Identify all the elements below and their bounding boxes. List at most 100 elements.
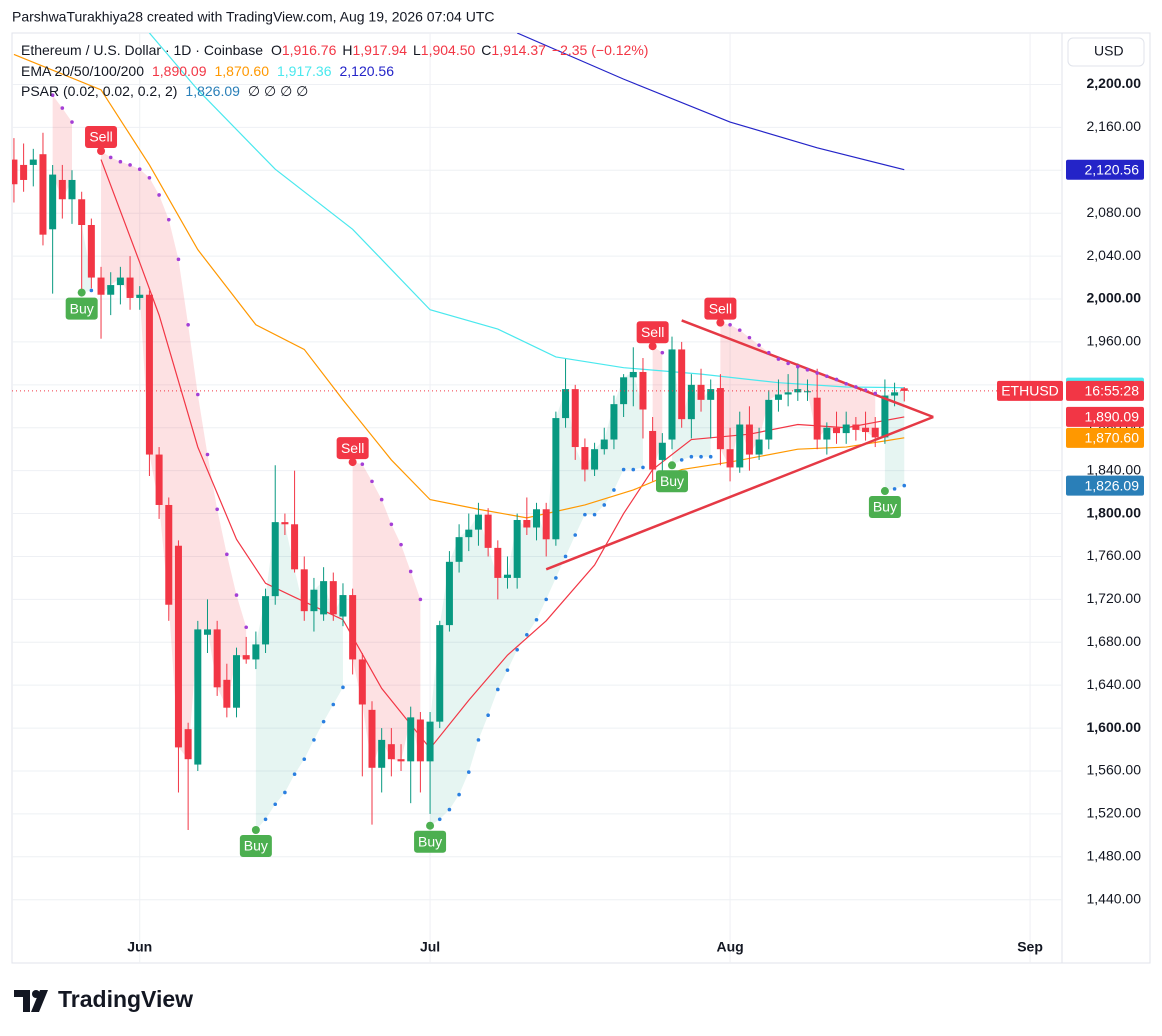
- psar-dot: [796, 364, 800, 369]
- y-tick-label: 1,640.00: [1087, 676, 1142, 692]
- candle-body: [658, 442, 666, 460]
- candle-body: [523, 519, 531, 528]
- candle-body: [436, 625, 444, 722]
- currency-box[interactable]: [1067, 37, 1145, 67]
- signal-badge: [656, 470, 688, 493]
- x-tick-label: Sep: [1017, 939, 1043, 955]
- psar-dot: [766, 350, 771, 355]
- candle-body: [145, 294, 153, 455]
- psar-dot: [128, 163, 132, 167]
- candle-body: [29, 159, 37, 165]
- psar-dot: [273, 802, 278, 807]
- signal-badge: [868, 496, 901, 519]
- psar-dot: [166, 217, 171, 222]
- countdown-badge-bg: [1066, 380, 1144, 401]
- candle-body: [552, 418, 560, 540]
- ema-badge: 1,870.60: [1085, 430, 1140, 446]
- candle-body: [174, 545, 182, 748]
- psar-dot: [486, 713, 490, 718]
- candle-body: [300, 569, 308, 612]
- legend-item: 1,904.50: [421, 42, 476, 58]
- candle-body: [629, 371, 637, 378]
- candle-body: [126, 277, 134, 298]
- ema-badge: 1,890.09: [1085, 409, 1140, 425]
- psar-dot: [341, 685, 345, 690]
- signal-label: Sell: [641, 324, 664, 340]
- y-tick-label: 2,040.00: [1087, 247, 1142, 263]
- psar-fill: [101, 150, 247, 760]
- signal-badge: [65, 297, 98, 320]
- psar-dot: [621, 467, 626, 472]
- psar-dot: [863, 388, 868, 392]
- legend-item: 1,917.94: [353, 42, 408, 58]
- signal-anchor: [348, 458, 357, 467]
- candle-body: [281, 522, 289, 525]
- legend-item: 1,870.60: [215, 63, 270, 79]
- legend-item: O: [271, 42, 282, 58]
- psar-dot: [292, 772, 297, 777]
- psar-dot: [379, 497, 384, 502]
- psar-dot: [321, 719, 326, 724]
- psar-dot: [525, 632, 529, 637]
- psar-dot: [466, 770, 471, 774]
- candle-body: [513, 519, 521, 578]
- y-tick-label: 1,440.00: [1087, 890, 1142, 906]
- candle-body: [78, 199, 86, 226]
- y-tick-label: 1,520.00: [1087, 805, 1142, 821]
- legend-line: EMA 20/50/100/200 1,890.09 1,870.60 1,917.3…: [21, 63, 394, 79]
- psar-dot: [563, 554, 568, 559]
- candle-body: [813, 397, 821, 440]
- candle-body: [320, 581, 328, 615]
- candle-body: [368, 709, 376, 768]
- legend-item: 1,917.36: [277, 63, 332, 79]
- candle-body: [165, 504, 173, 605]
- signal-anchor: [716, 318, 725, 327]
- attribution: ParshwaTurakhiya28 created with TradingV…: [12, 9, 495, 25]
- psar-dot: [476, 738, 481, 742]
- candle-body: [639, 371, 647, 410]
- candle-body: [581, 447, 589, 470]
- psar-dot: [534, 617, 539, 622]
- candle-body: [49, 174, 57, 230]
- psar-dot: [583, 512, 587, 517]
- candle-body: [484, 514, 492, 548]
- countdown-badge: 16:55:28: [1085, 383, 1140, 399]
- psar-dot: [457, 792, 461, 797]
- y-tick-label: 2,160.00: [1087, 118, 1142, 134]
- candle-body: [233, 655, 241, 708]
- ema-badge-bg: [1066, 427, 1144, 448]
- signal-label: Sell: [341, 440, 364, 456]
- signal-anchor: [77, 288, 86, 297]
- candle-body: [116, 277, 124, 286]
- candle-body: [387, 744, 395, 760]
- legend-item: −2.35 (−0.12%): [552, 42, 649, 58]
- candle-body: [97, 277, 105, 295]
- signal-label: Sell: [89, 129, 112, 145]
- psar-dot: [505, 668, 510, 672]
- psar-dot: [902, 483, 907, 488]
- signal-badge: [239, 834, 272, 857]
- psar-dot: [641, 465, 645, 470]
- psar-dot: [854, 385, 858, 389]
- candle-body: [155, 454, 163, 505]
- signal-label: Buy: [70, 300, 94, 316]
- psar-dot: [728, 322, 732, 327]
- legend-item: EMA 20/50/100/200: [21, 63, 144, 79]
- legend-line: PSAR (0.02, 0.02, 0.2, 2) 1,826.09 ∅ ∅ ∅ ∅: [21, 83, 308, 99]
- psar-dot: [747, 335, 752, 340]
- ema-badge-bg: [1066, 159, 1144, 180]
- candle-body: [271, 522, 279, 597]
- psar-dot: [418, 597, 423, 602]
- candle-body: [329, 581, 337, 615]
- candle-body: [600, 439, 608, 450]
- x-tick-label: Jun: [127, 939, 152, 955]
- psar-dot: [592, 512, 597, 517]
- psar-dot: [108, 155, 113, 160]
- signal-badge: [704, 297, 737, 320]
- candle-body: [494, 547, 502, 578]
- psar-dot: [205, 452, 210, 457]
- candle-body: [687, 384, 695, 420]
- psar-dot: [708, 454, 713, 459]
- psar-dot: [302, 757, 307, 761]
